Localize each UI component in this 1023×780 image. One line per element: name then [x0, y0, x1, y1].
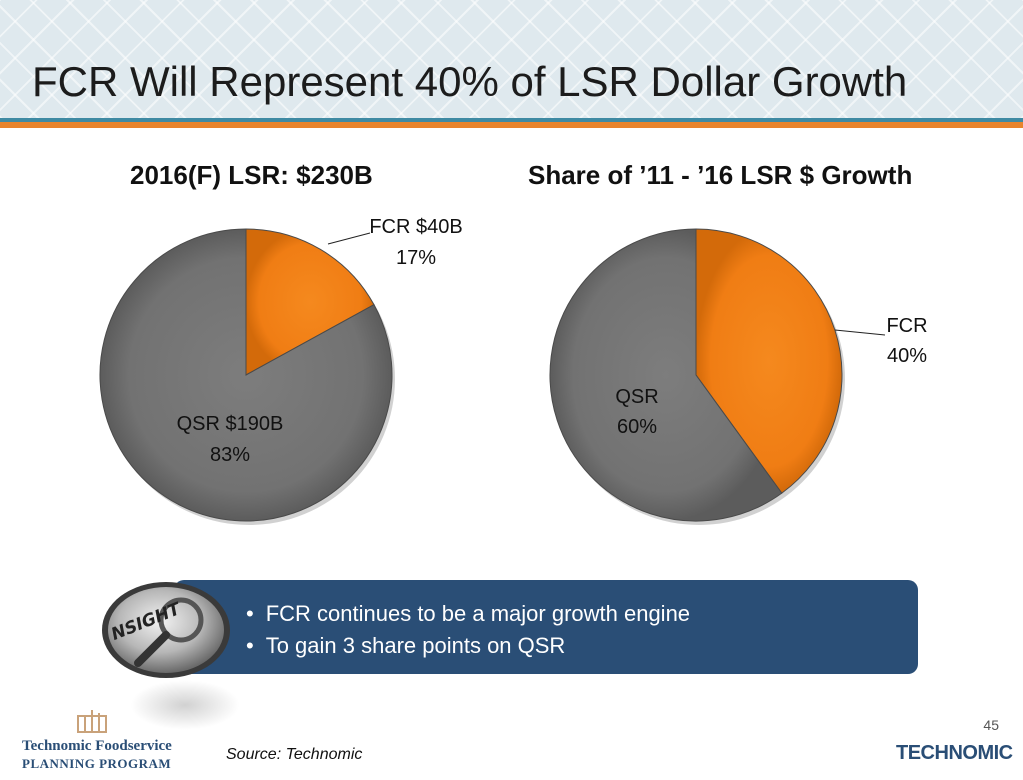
leader-line-fcr [834, 329, 886, 336]
logo-left-line2: PLANNING PROGRAM [22, 756, 172, 771]
pie-slice-qsr [99, 228, 393, 522]
pie-charts: FCR $40B 17% QSR $190B 83% FCR 40% QSR 60% [99, 216, 928, 525]
header-rule-teal [0, 118, 1023, 122]
technomic-logo-text: TECHNOMIC [896, 742, 1013, 764]
data-label-fcr-percent: 17% [396, 247, 436, 269]
data-label-qsr-percent: 60% [617, 416, 657, 438]
slide-title: FCR Will Represent 40% of LSR Dollar Gro… [32, 58, 908, 105]
data-label-fcr-name: FCR [886, 315, 927, 337]
source-note: Source: Technomic [226, 746, 363, 763]
insight-magnifier-icon: NSIGHT [96, 575, 236, 685]
data-label-qsr-name: QSR [615, 386, 658, 408]
insight-bullet-1: FCR continues to be a major growth engin… [246, 598, 690, 630]
data-label-fcr-name: FCR $40B [369, 216, 462, 238]
building-icon [77, 710, 107, 733]
lens-shadow [130, 680, 240, 730]
insight-bullets: FCR continues to be a major growth engin… [246, 598, 690, 662]
pie-slice-fcr [695, 228, 843, 494]
technomic-logo: TECHNOMIC [896, 740, 1013, 770]
insight-bullet-2: To gain 3 share points on QSR [246, 630, 690, 662]
data-label-qsr-percent: 83% [210, 444, 250, 466]
data-label-qsr-name: QSR $190B [177, 413, 284, 435]
data-label-fcr-percent: 40% [887, 345, 927, 367]
chart-title-right: Share of ’11 - ’16 LSR $ Growth [528, 160, 913, 190]
technomic-foodservice-logo: Technomic Foodservice PLANNING PROGRAM [22, 706, 172, 776]
header-rule-orange [0, 122, 1023, 128]
page-number: 45 [983, 717, 999, 733]
header-band [0, 0, 1023, 118]
pie-slice-qsr [549, 228, 783, 522]
logo-left-line1: Technomic Foodservice [22, 738, 172, 754]
chart-title-left: 2016(F) LSR: $230B [130, 160, 373, 190]
insight-box: FCR continues to be a major growth engin… [174, 580, 918, 674]
leader-line-fcr [327, 232, 371, 245]
pie-slice-fcr [245, 228, 375, 376]
